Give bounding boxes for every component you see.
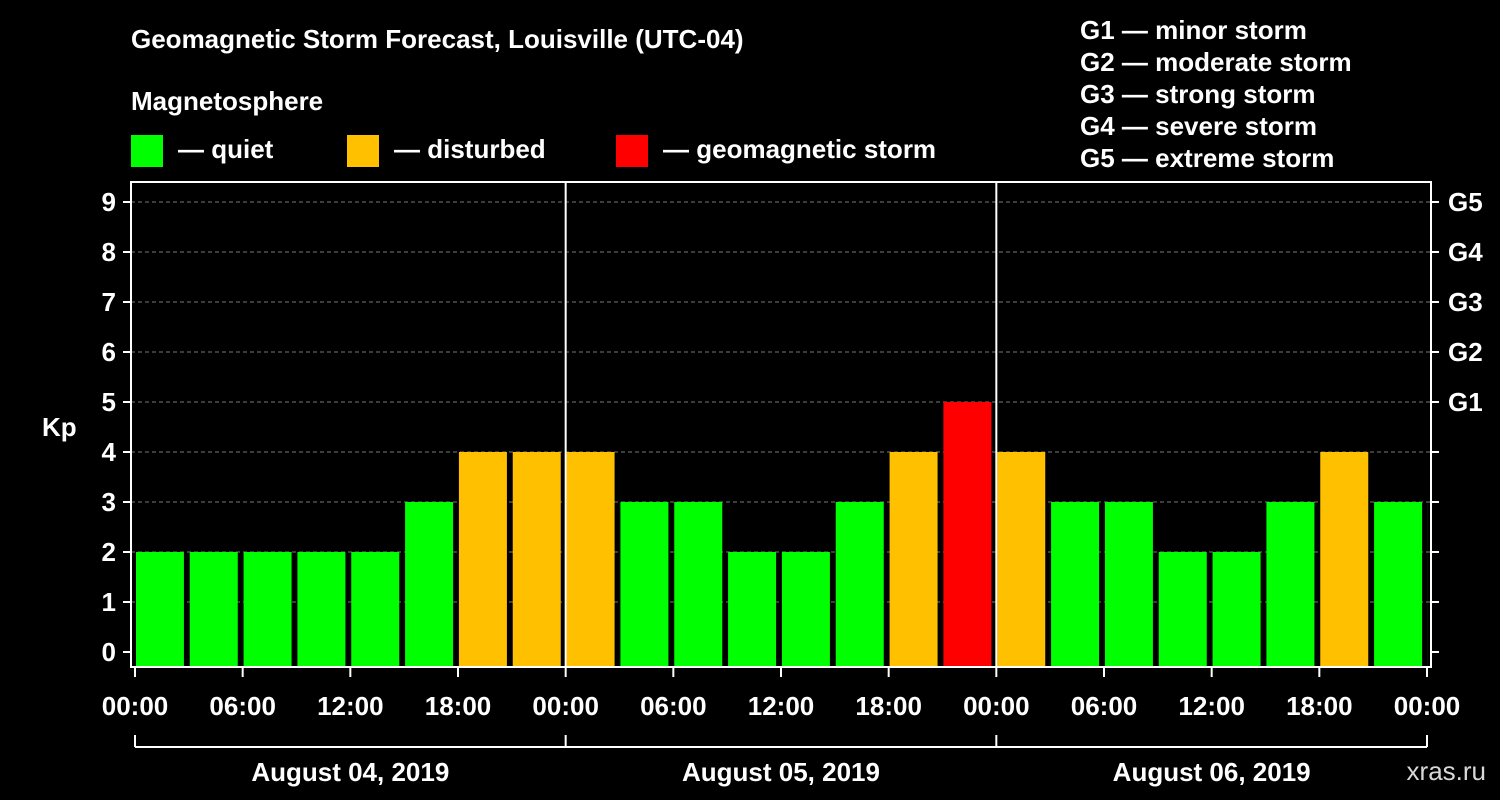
kp-bar [781,552,830,667]
y-tick-label: 2 [102,537,116,567]
kp-bar [1320,452,1369,667]
x-tick-label: 12:00 [317,691,384,721]
legend-swatch-disturbed [347,135,379,167]
legend-label-storm: — geomagnetic storm [663,134,937,164]
storm-level-g2: G2 — moderate storm [1080,47,1352,77]
x-tick-label: 06:00 [209,691,276,721]
y-tick-label: 4 [102,437,117,467]
x-tick-label: 06:00 [640,691,707,721]
x-tick-label: 00:00 [1394,691,1461,721]
kp-bar [728,552,777,667]
y-tick-label: 3 [102,487,116,517]
kp-bar [620,502,669,667]
legend-swatch-storm [616,135,648,167]
x-tick-label: 12:00 [748,691,815,721]
kp-bar [189,552,238,667]
legend-label-disturbed: — disturbed [394,134,546,164]
right-axis-label: G4 [1448,237,1483,267]
watermark: xras.ru [1406,756,1486,786]
kp-bar [136,552,184,667]
kp-bar [458,452,507,667]
kp-bar [889,452,938,667]
y-tick-label: 7 [102,287,116,317]
right-axis-label: G5 [1448,187,1483,217]
kp-bar [351,552,400,667]
kp-bar [243,552,292,667]
y-tick-label: 9 [102,187,116,217]
day-label: August 04, 2019 [251,757,449,787]
x-tick-label: 06:00 [1071,691,1138,721]
day-label: August 06, 2019 [1113,757,1311,787]
storm-level-g5: G5 — extreme storm [1080,143,1335,173]
right-axis-label: G1 [1448,387,1483,417]
kp-bar [405,502,454,667]
kp-bar [997,452,1046,667]
storm-level-g1: G1 — minor storm [1080,15,1307,45]
y-tick-label: 1 [102,587,116,617]
x-tick-label: 18:00 [425,691,492,721]
kp-bar [1051,502,1100,667]
x-tick-label: 00:00 [102,691,169,721]
legend-label-quiet: — quiet [178,134,274,164]
y-axis-label: Kp [42,412,77,442]
kp-bar [566,452,615,667]
axes [123,181,1439,748]
y-tick-label: 5 [102,387,116,417]
kp-bar [835,502,884,667]
kp-bar [1104,502,1153,667]
axis-labels: 0 1 2 3 4 5 6 7 8 9 G1 G2 G3 G4 G5 Kp 00:00 06:00 12:00 18:… [42,187,1483,787]
kp-bar [1266,502,1315,667]
right-axis-label: G3 [1448,287,1483,317]
grid-lines [131,201,1431,603]
storm-level-g3: G3 — strong storm [1080,79,1316,109]
day-label: August 05, 2019 [682,757,880,787]
kp-bar [297,552,346,667]
kp-bar [1158,552,1207,667]
y-tick-label: 8 [102,237,116,267]
x-tick-label: 18:00 [1286,691,1353,721]
chart-title: Geomagnetic Storm Forecast, Louisville (… [131,24,744,54]
kp-bar [1374,502,1423,667]
legend-title: Magnetosphere [131,86,324,116]
legend-swatch-quiet [131,135,163,167]
x-tick-label: 00:00 [963,691,1030,721]
y-tick-label: 0 [102,637,116,667]
storm-level-g4: G4 — severe storm [1080,111,1318,141]
x-tick-label: 00:00 [532,691,599,721]
y-tick-label: 6 [102,337,116,367]
bars [136,402,1428,667]
kp-bar [512,452,561,667]
x-tick-label: 18:00 [855,691,922,721]
x-tick-label: 12:00 [1178,691,1245,721]
right-axis-label: G2 [1448,337,1483,367]
kp-bar [943,402,992,667]
kp-bar [1212,552,1261,667]
kp-bar [674,502,723,667]
